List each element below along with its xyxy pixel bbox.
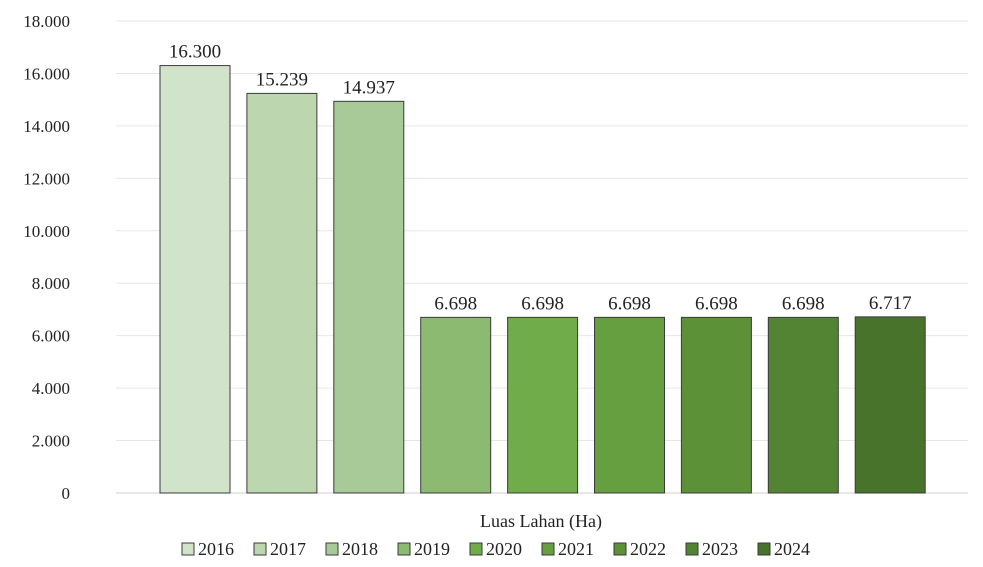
bar-2017 bbox=[246, 92, 318, 494]
data-label-2016: 16.300 bbox=[169, 42, 221, 63]
bar-2021 bbox=[594, 316, 665, 494]
data-label-2018: 14.937 bbox=[343, 77, 395, 98]
legend-swatch bbox=[325, 542, 339, 556]
x-axis-label: Luas Lahan (Ha) bbox=[480, 511, 602, 532]
y-tick-label: 4.000 bbox=[32, 379, 70, 398]
data-label-2017: 15.239 bbox=[256, 69, 308, 90]
data-label-2021: 6.698 bbox=[608, 293, 651, 314]
y-tick-label: 2.000 bbox=[32, 432, 70, 451]
data-label-2019: 6.698 bbox=[434, 293, 477, 314]
legend-swatch bbox=[541, 542, 555, 556]
legend-swatch bbox=[397, 542, 411, 556]
legend-item-2020: 2020 bbox=[469, 539, 522, 559]
legend-label: 2021 bbox=[558, 539, 594, 559]
data-label-2022: 6.698 bbox=[695, 293, 738, 314]
y-tick-label: 6.000 bbox=[32, 327, 70, 346]
legend-label: 2017 bbox=[270, 539, 306, 559]
bar-2018 bbox=[333, 100, 405, 494]
legend-label: 2018 bbox=[342, 539, 378, 559]
bar-2023 bbox=[767, 316, 839, 494]
legend: 2016 2017 2018 2019 2020 2021 2022 2023 2024 bbox=[181, 539, 810, 559]
y-axis-ticks: 0 2.000 4.000 6.000 8.000 10.000 12.000 14.000 1… bbox=[23, 12, 70, 503]
legend-label: 2016 bbox=[198, 539, 234, 559]
legend-swatch bbox=[181, 542, 195, 556]
data-label-2023: 6.698 bbox=[782, 293, 825, 314]
bar-2022 bbox=[680, 316, 752, 494]
legend-item-2023: 2023 bbox=[685, 539, 738, 559]
y-tick-label: 16.000 bbox=[23, 64, 70, 83]
legend-swatch bbox=[469, 542, 483, 556]
legend-item-2022: 2022 bbox=[613, 539, 666, 559]
bar-2020 bbox=[507, 316, 579, 494]
legend-swatch bbox=[613, 542, 627, 556]
y-tick-label: 14.000 bbox=[23, 117, 70, 136]
legend-label: 2020 bbox=[486, 539, 522, 559]
legend-item-2021: 2021 bbox=[541, 539, 594, 559]
legend-label: 2024 bbox=[774, 539, 810, 559]
y-tick-label: 8.000 bbox=[32, 274, 70, 293]
bars bbox=[159, 65, 926, 494]
legend-label: 2019 bbox=[414, 539, 450, 559]
legend-item-2018: 2018 bbox=[325, 539, 378, 559]
y-tick-label: 18.000 bbox=[23, 12, 70, 31]
legend-swatch bbox=[253, 542, 267, 556]
legend-label: 2022 bbox=[630, 539, 666, 559]
legend-item-2016: 2016 bbox=[181, 539, 234, 559]
legend-label: 2023 bbox=[702, 539, 738, 559]
legend-item-2024: 2024 bbox=[757, 539, 810, 559]
bar-2016 bbox=[159, 65, 231, 494]
legend-item-2017: 2017 bbox=[253, 539, 306, 559]
legend-swatch bbox=[757, 542, 771, 556]
data-label-2020: 6.698 bbox=[521, 293, 564, 314]
y-tick-label: 10.000 bbox=[23, 222, 70, 241]
data-label-2024: 6.717 bbox=[869, 293, 912, 314]
bar-2019 bbox=[420, 316, 492, 494]
legend-swatch bbox=[685, 542, 699, 556]
data-labels: 16.300 15.239 14.937 6.698 6.698 6.698 6.698 6.… bbox=[169, 42, 912, 315]
bar-2024 bbox=[854, 316, 926, 494]
y-tick-label: 12.000 bbox=[23, 169, 70, 188]
y-tick-label: 0 bbox=[62, 484, 71, 503]
legend-item-2019: 2019 bbox=[397, 539, 450, 559]
